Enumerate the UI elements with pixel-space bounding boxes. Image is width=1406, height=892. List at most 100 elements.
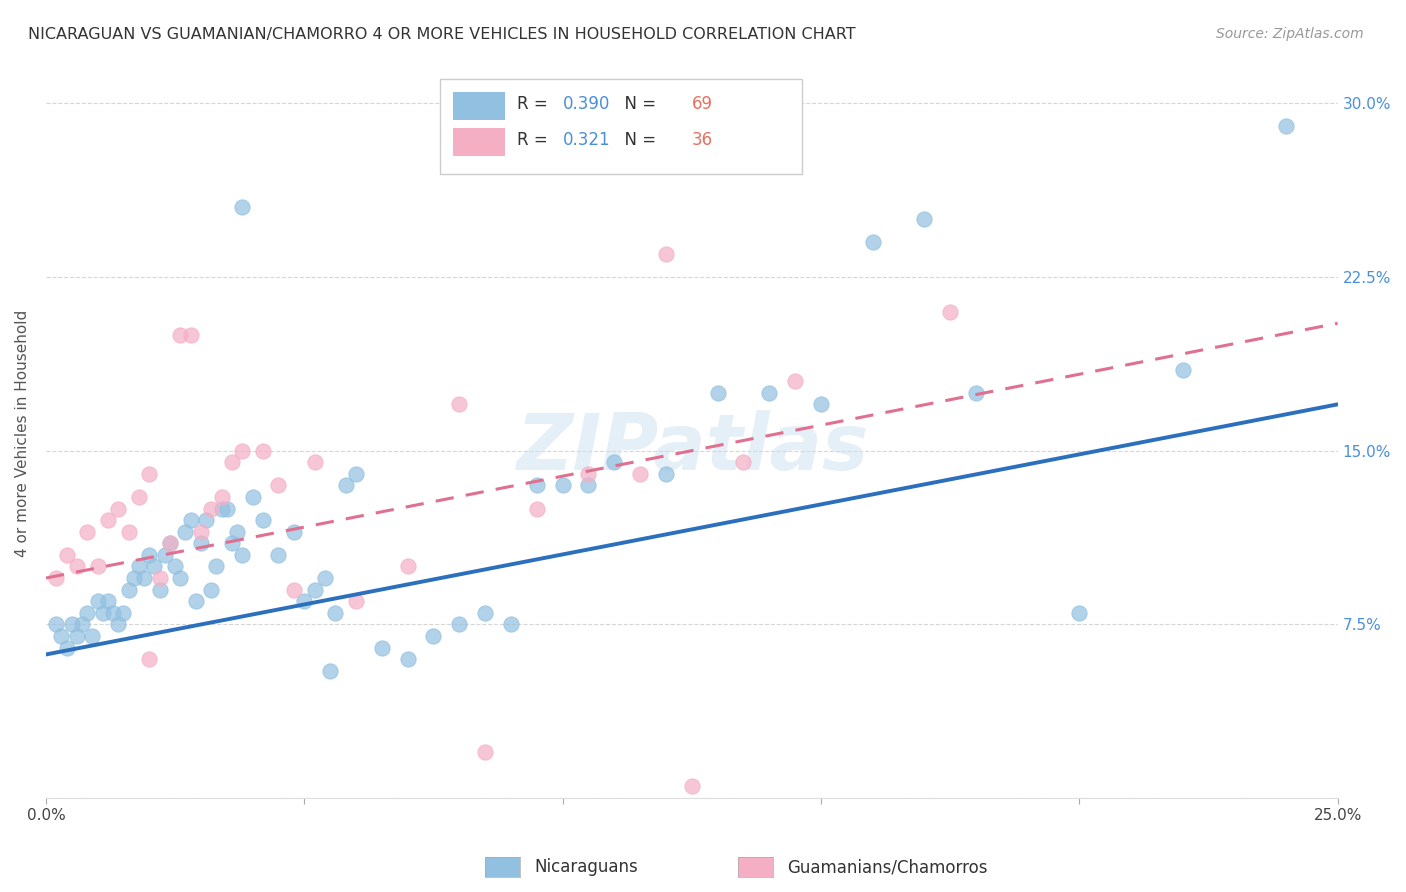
- Point: [304, 455, 326, 469]
- Text: R =: R =: [517, 131, 554, 149]
- FancyBboxPatch shape: [453, 128, 505, 156]
- Text: R =: R =: [517, 95, 554, 112]
- Point: [174, 524, 197, 539]
- Point: [226, 524, 249, 539]
- Point: [628, 467, 651, 481]
- Point: [107, 617, 129, 632]
- Point: [128, 559, 150, 574]
- Point: [97, 513, 120, 527]
- Y-axis label: 4 or more Vehicles in Household: 4 or more Vehicles in Household: [15, 310, 30, 557]
- Point: [323, 606, 346, 620]
- Point: [283, 582, 305, 597]
- Point: [396, 652, 419, 666]
- Point: [138, 548, 160, 562]
- Point: [603, 455, 626, 469]
- Point: [184, 594, 207, 608]
- Point: [117, 582, 139, 597]
- Point: [267, 548, 290, 562]
- Point: [551, 478, 574, 492]
- Point: [51, 629, 73, 643]
- Point: [252, 443, 274, 458]
- Point: [117, 524, 139, 539]
- Point: [169, 571, 191, 585]
- Point: [205, 559, 228, 574]
- Point: [180, 513, 202, 527]
- Point: [335, 478, 357, 492]
- Point: [76, 524, 98, 539]
- Point: [86, 559, 108, 574]
- Point: [91, 606, 114, 620]
- Point: [231, 201, 253, 215]
- Point: [221, 455, 243, 469]
- Point: [474, 745, 496, 759]
- Text: Nicaraguans: Nicaraguans: [534, 858, 638, 876]
- Point: [101, 606, 124, 620]
- Point: [215, 501, 238, 516]
- Point: [169, 327, 191, 342]
- Point: [655, 247, 678, 261]
- Point: [499, 617, 522, 632]
- Point: [344, 594, 367, 608]
- Point: [200, 501, 222, 516]
- Point: [231, 443, 253, 458]
- Point: [344, 467, 367, 481]
- Point: [292, 594, 315, 608]
- Text: 36: 36: [692, 131, 713, 149]
- Point: [681, 780, 703, 794]
- Point: [143, 559, 166, 574]
- Text: 0.390: 0.390: [562, 95, 610, 112]
- Point: [153, 548, 176, 562]
- Point: [706, 385, 728, 400]
- Point: [107, 501, 129, 516]
- Point: [200, 582, 222, 597]
- Point: [1069, 606, 1091, 620]
- Text: 0.321: 0.321: [562, 131, 610, 149]
- Point: [283, 524, 305, 539]
- Point: [190, 536, 212, 550]
- Point: [180, 327, 202, 342]
- Point: [526, 501, 548, 516]
- Point: [82, 629, 104, 643]
- Point: [149, 582, 172, 597]
- Point: [758, 385, 780, 400]
- Point: [86, 594, 108, 608]
- Point: [55, 548, 77, 562]
- Point: [97, 594, 120, 608]
- Point: [211, 490, 233, 504]
- Point: [578, 478, 600, 492]
- Point: [396, 559, 419, 574]
- Text: NICARAGUAN VS GUAMANIAN/CHAMORRO 4 OR MORE VEHICLES IN HOUSEHOLD CORRELATION CHA: NICARAGUAN VS GUAMANIAN/CHAMORRO 4 OR MO…: [28, 27, 856, 42]
- Point: [655, 467, 678, 481]
- Text: Guamanians/Chamorros: Guamanians/Chamorros: [787, 858, 988, 876]
- Point: [70, 617, 93, 632]
- Point: [122, 571, 145, 585]
- Point: [1171, 362, 1194, 376]
- Point: [128, 490, 150, 504]
- FancyBboxPatch shape: [440, 79, 801, 174]
- Point: [112, 606, 135, 620]
- Point: [138, 467, 160, 481]
- Point: [371, 640, 394, 655]
- Point: [159, 536, 181, 550]
- Point: [221, 536, 243, 550]
- Point: [165, 559, 187, 574]
- Point: [45, 617, 67, 632]
- Text: N =: N =: [614, 131, 662, 149]
- Text: ZIPatlas: ZIPatlas: [516, 410, 868, 486]
- Point: [149, 571, 172, 585]
- Point: [55, 640, 77, 655]
- Point: [45, 571, 67, 585]
- Text: Source: ZipAtlas.com: Source: ZipAtlas.com: [1216, 27, 1364, 41]
- Point: [474, 606, 496, 620]
- Point: [242, 490, 264, 504]
- Point: [449, 397, 471, 411]
- Point: [231, 548, 253, 562]
- Point: [267, 478, 290, 492]
- Point: [190, 524, 212, 539]
- Point: [211, 501, 233, 516]
- Point: [319, 664, 342, 678]
- Text: N =: N =: [614, 95, 662, 112]
- Point: [810, 397, 832, 411]
- Point: [252, 513, 274, 527]
- Point: [862, 235, 884, 250]
